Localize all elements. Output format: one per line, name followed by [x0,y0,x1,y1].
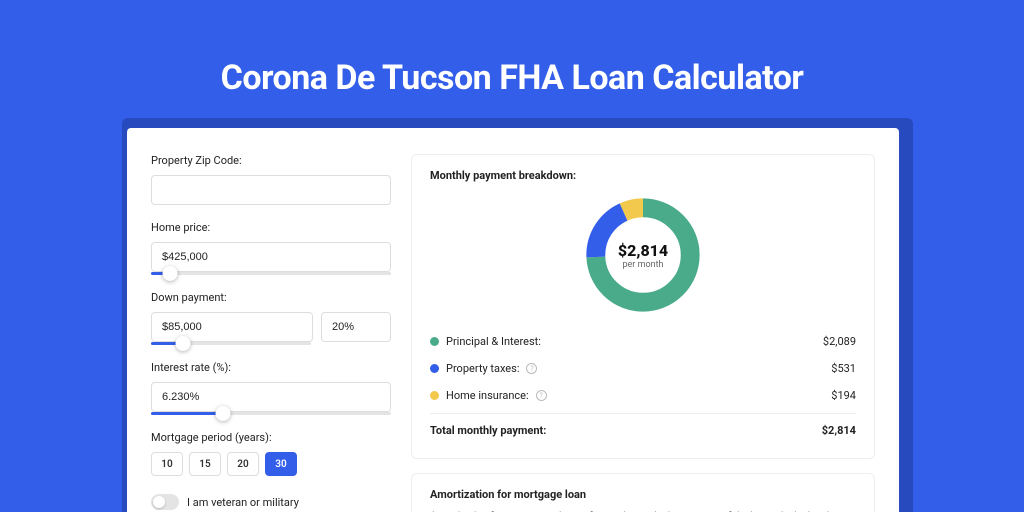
period-option-10[interactable]: 10 [151,452,183,476]
breakdown-label-pi: Principal & Interest: [446,335,541,348]
rate-slider[interactable] [151,412,391,415]
legend-dot-ins [430,391,439,400]
price-input[interactable] [151,242,391,272]
breakdown-value-ins: $194 [831,389,856,402]
down-slider[interactable] [151,342,311,345]
period-group: Mortgage period (years): 10152030 [151,431,391,476]
donut-amount: $2,814 [618,241,668,260]
down-slider-thumb[interactable] [176,336,191,351]
breakdown-row-ins: Home insurance:? $194 [430,382,856,409]
results-column: Monthly payment breakdown: $2,814 per mo… [411,154,875,512]
period-option-15[interactable]: 15 [189,452,221,476]
down-pct-input[interactable] [321,312,391,342]
rate-group: Interest rate (%): [151,361,391,415]
veteran-toggle-row: I am veteran or military [151,494,391,510]
veteran-toggle[interactable] [151,494,179,510]
rate-input[interactable] [151,382,391,412]
info-icon[interactable]: ? [526,363,537,374]
rate-slider-thumb[interactable] [216,406,231,421]
breakdown-total-row: Total monthly payment: $2,814 [430,413,856,444]
form-column: Property Zip Code: Home price: Down paym… [151,154,391,512]
period-label: Mortgage period (years): [151,431,391,444]
zip-label: Property Zip Code: [151,154,391,167]
rate-label: Interest rate (%): [151,361,391,374]
breakdown-row-pi: Principal & Interest: $2,089 [430,328,856,355]
down-label: Down payment: [151,291,391,304]
zip-group: Property Zip Code: [151,154,391,205]
page-background: Corona De Tucson FHA Loan Calculator Pro… [0,0,1024,512]
price-slider-thumb[interactable] [163,266,178,281]
amort-header: Amortization for mortgage loan [430,488,856,501]
breakdown-value-pi: $2,089 [823,335,856,348]
breakdown-label-ins: Home insurance: [446,389,529,402]
page-title: Corona De Tucson FHA Loan Calculator [0,0,1024,98]
legend-dot-tax [430,364,439,373]
total-label: Total monthly payment: [430,424,546,437]
total-value: $2,814 [822,424,856,437]
legend-dot-pi [430,337,439,346]
donut-chart: $2,814 per month [584,196,702,314]
calculator-panel: Property Zip Code: Home price: Down paym… [127,128,899,512]
breakdown-header: Monthly payment breakdown: [430,169,856,182]
donut-wrap: $2,814 per month [430,190,856,328]
breakdown-value-tax: $531 [831,362,856,375]
breakdown-label-tax: Property taxes: [446,362,519,375]
veteran-label: I am veteran or military [187,496,299,509]
period-option-30[interactable]: 30 [265,452,297,476]
price-slider[interactable] [151,272,391,275]
veteran-toggle-knob [153,496,165,508]
down-group: Down payment: [151,291,391,345]
amortization-card: Amortization for mortgage loan Amortizat… [411,473,875,512]
zip-input[interactable] [151,175,391,205]
breakdown-card: Monthly payment breakdown: $2,814 per mo… [411,154,875,459]
donut-sub: per month [622,260,663,270]
period-option-20[interactable]: 20 [227,452,259,476]
price-group: Home price: [151,221,391,275]
breakdown-row-tax: Property taxes:? $531 [430,355,856,382]
price-label: Home price: [151,221,391,234]
info-icon[interactable]: ? [536,390,547,401]
down-amount-input[interactable] [151,312,313,342]
